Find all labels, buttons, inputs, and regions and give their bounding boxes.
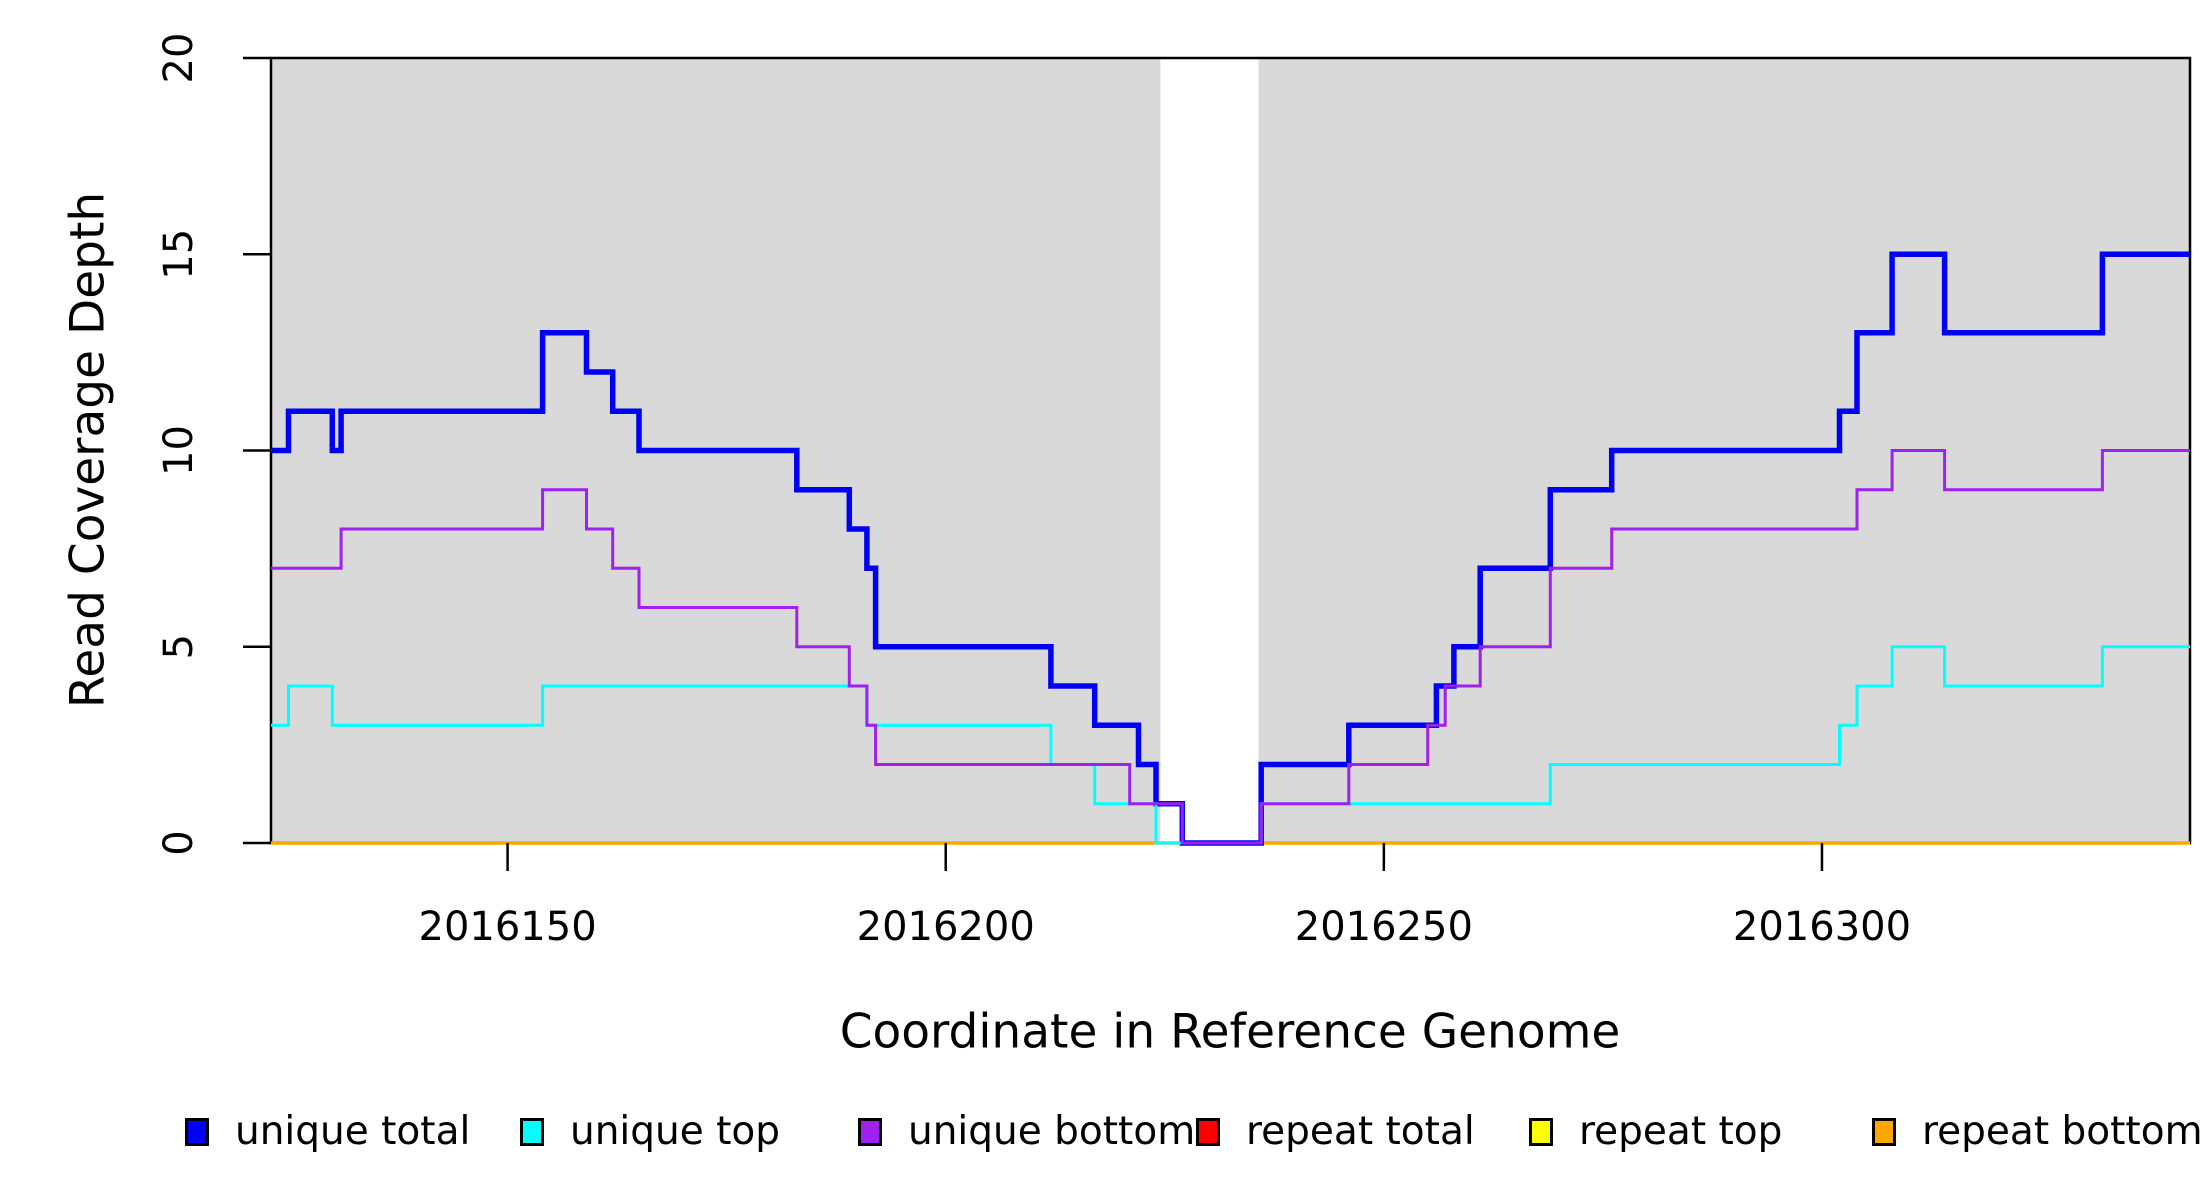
x-tick-label: 2016300 — [1733, 904, 1911, 950]
x-tick-label: 2016150 — [419, 904, 597, 950]
y-tick-label: 10 — [156, 425, 202, 476]
y-tick-label: 20 — [156, 33, 202, 84]
x-tick-label: 2016250 — [1295, 904, 1473, 950]
x-tick-label: 2016200 — [857, 904, 1035, 950]
y-axis-title: Read Coverage Depth — [60, 191, 116, 709]
series-unique-bottom — [271, 449, 2190, 845]
zero-coverage-band — [1160, 58, 1259, 843]
y-tick-label: 5 — [156, 634, 202, 659]
x-axis-title: Coordinate in Reference Genome — [839, 1004, 1621, 1060]
y-tick-label: 0 — [156, 830, 202, 855]
y-tick-label: 15 — [156, 229, 202, 280]
series-unique-total — [271, 251, 2190, 846]
